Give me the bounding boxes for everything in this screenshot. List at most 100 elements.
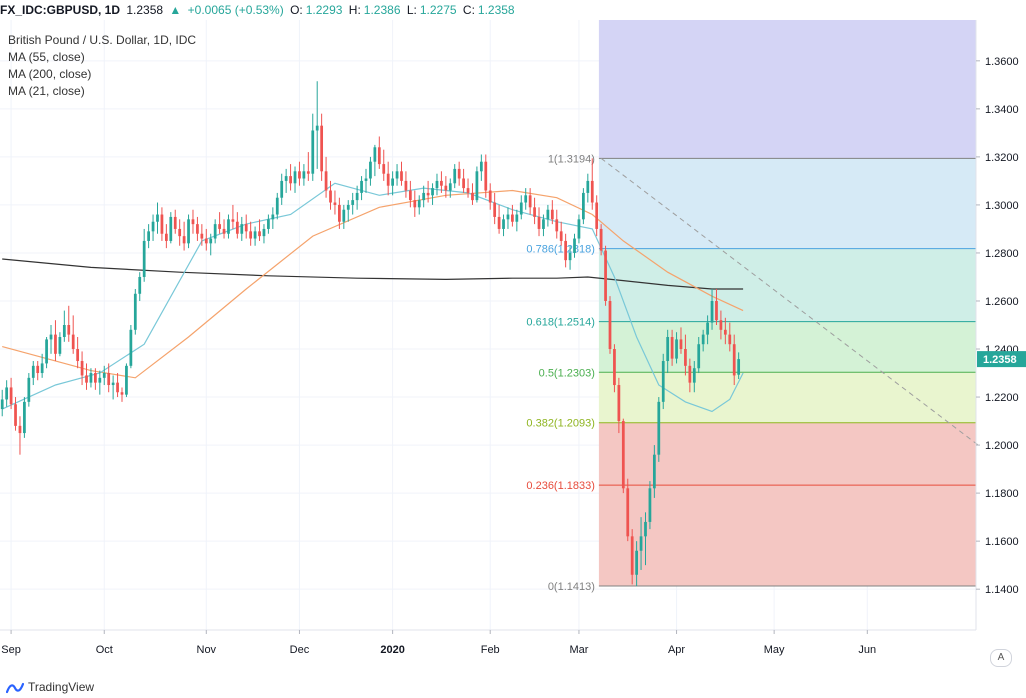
- candle-body: [688, 365, 692, 383]
- high-label: H:: [348, 3, 361, 17]
- candle-body: [728, 334, 732, 345]
- candle-body: [85, 375, 88, 383]
- candle-body: [582, 192, 585, 220]
- candle-body: [639, 536, 643, 551]
- candle-body: [524, 195, 528, 203]
- candle-body: [613, 349, 616, 386]
- candle-body: [533, 207, 536, 217]
- candle-body: [71, 334, 75, 350]
- auto-scale-button[interactable]: A: [990, 649, 1012, 667]
- candle-body: [76, 349, 80, 362]
- candle-body: [719, 320, 723, 330]
- chart-legend: British Pound / U.S. Dollar, 1D, IDC MA …: [8, 32, 196, 100]
- fib-trend-line: [600, 157, 979, 446]
- candle-body: [542, 219, 545, 229]
- fib-zone: [598, 321, 976, 373]
- candle-body: [240, 224, 244, 234]
- low-value: 1.2275: [419, 3, 457, 17]
- candle-body: [630, 536, 634, 575]
- candle-body: [723, 329, 727, 335]
- candle-body: [0, 399, 4, 410]
- candle-body: [568, 252, 572, 261]
- change-value: +0.0065 (+0.53%): [187, 3, 284, 17]
- candle-body: [661, 361, 665, 402]
- candle-body: [280, 180, 284, 198]
- legend-ma21[interactable]: MA (21, close): [8, 84, 85, 98]
- time-tick-label: Dec: [290, 644, 310, 656]
- candle-body: [120, 392, 124, 395]
- candle-body: [559, 231, 563, 241]
- candle-body: [67, 325, 71, 335]
- tradingview-brand: TradingView: [28, 680, 95, 694]
- fib-zone: [598, 248, 976, 322]
- candle-body: [329, 190, 332, 203]
- time-tick-label: May: [764, 644, 785, 656]
- candle-body: [196, 224, 199, 234]
- candle-body: [497, 216, 501, 229]
- candle-body: [156, 214, 159, 222]
- candle-body: [715, 300, 718, 321]
- candle-body: [191, 219, 195, 225]
- tradingview-icon: [5, 682, 25, 693]
- fib-level-label: 0.236(1.1833): [526, 480, 595, 492]
- symbol-label[interactable]: FX_IDC:GBPUSD, 1D: [0, 3, 121, 17]
- candle-body: [231, 219, 235, 222]
- candle-body: [488, 190, 492, 203]
- candle-body: [426, 192, 430, 196]
- candle-body: [448, 183, 452, 191]
- candle-body: [133, 293, 137, 330]
- candle-body: [666, 337, 670, 362]
- candle-body: [80, 361, 84, 376]
- price-tick-label: 1.2000: [985, 440, 1019, 452]
- candle-body: [670, 337, 674, 359]
- candle-body: [555, 219, 559, 232]
- candle-body: [519, 202, 523, 215]
- candle-body: [493, 202, 497, 217]
- price-tick-label: 1.2200: [985, 392, 1019, 404]
- candle-body: [142, 240, 146, 277]
- candle-body: [267, 219, 270, 229]
- fib-level-label: 0.5(1.2303): [539, 367, 595, 379]
- candle-body: [125, 365, 128, 395]
- candle-body: [138, 276, 142, 294]
- open-value: 1.2293: [305, 3, 343, 17]
- fib-level-label: 0(1.1413): [548, 581, 595, 593]
- legend-ma55[interactable]: MA (55, close): [8, 50, 85, 64]
- candle-body: [400, 171, 403, 181]
- candle-body: [306, 171, 310, 174]
- legend-ma200[interactable]: MA (200, close): [8, 67, 92, 81]
- candle-body: [621, 421, 625, 489]
- candle-body: [395, 171, 399, 179]
- tradingview-logo[interactable]: TradingView: [5, 680, 95, 694]
- fib-zone: [598, 372, 976, 423]
- price-tick-label: 1.3400: [985, 104, 1019, 116]
- price-chart[interactable]: 0(1.1413) 0.236(1.1833) 0.382(1.2093) 0.5(1…: [0, 20, 1026, 669]
- candle-body: [298, 171, 301, 179]
- fib-zone: [598, 422, 976, 486]
- candle-body: [528, 195, 532, 208]
- candle-body: [338, 204, 341, 222]
- candle-body: [36, 365, 40, 374]
- candle-body: [271, 214, 275, 220]
- price-tick-label: 1.1800: [985, 488, 1019, 500]
- candle-body: [342, 209, 346, 222]
- candle-body: [617, 385, 621, 422]
- chart-area[interactable]: 0(1.1413) 0.236(1.1833) 0.382(1.2093) 0.5(1…: [0, 20, 1026, 669]
- candle-body: [684, 349, 687, 366]
- candle-body: [129, 329, 133, 366]
- candle-body: [701, 334, 705, 345]
- candle-body: [373, 147, 377, 162]
- candle-body: [422, 192, 426, 201]
- candle-body: [635, 550, 638, 575]
- candle-body: [284, 176, 288, 181]
- footer: A TradingView: [0, 649, 1026, 698]
- candle-body: [706, 322, 709, 335]
- candle-body: [249, 231, 253, 239]
- open-label: O:: [290, 3, 303, 17]
- candle-body: [147, 231, 150, 241]
- candle-body: [604, 250, 607, 301]
- candle-body: [5, 387, 9, 400]
- candle-body: [537, 216, 541, 229]
- candle-body: [471, 192, 474, 201]
- candle-body: [293, 171, 297, 184]
